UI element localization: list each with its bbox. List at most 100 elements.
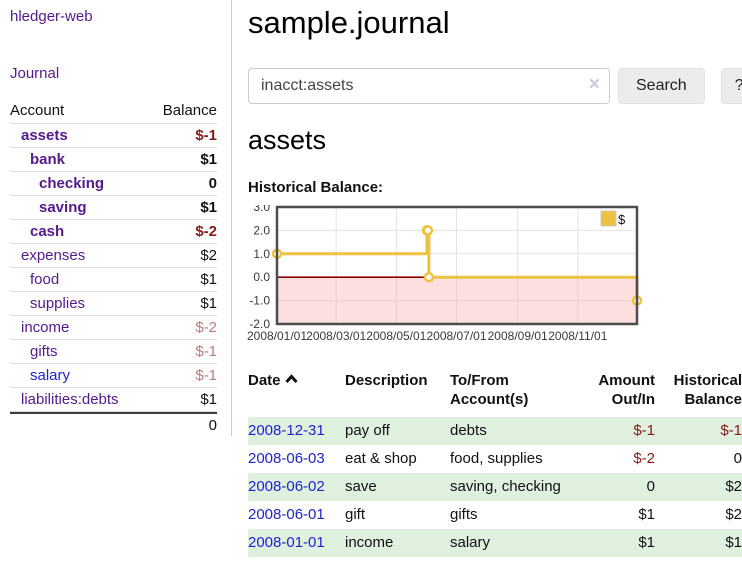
transaction-row[interactable]: 2008-12-31 pay off debts $-1 $-1 [248,417,742,445]
account-row: supplies $1 [10,292,217,316]
transaction-date-cell: 2008-12-31 [248,417,345,445]
account-balance: $-1 [195,367,217,384]
account-row: checking 0 [10,172,217,196]
description-column-header: Description [345,372,428,389]
transaction-date-cell: 2008-06-03 [248,445,345,473]
account-link[interactable]: checking [39,175,105,192]
transaction-date-cell: 2008-06-01 [248,501,345,529]
transaction-row[interactable]: 2008-06-01 gift gifts $1 $2 [248,501,742,529]
accounts-table: Account Balance assets $-1 bank $1 checking 0… [10,99,217,437]
account-row: liabilities:debts $1 [10,388,217,412]
svg-text:2.0: 2.0 [253,223,270,237]
svg-text:-2.0: -2.0 [249,317,270,331]
account-link[interactable]: liabilities:debts [21,391,119,408]
account-row: salary $-1 [10,364,217,388]
balance-column-header-main: Historical Balance [673,372,742,408]
account-balance: $1 [200,151,217,168]
sidebar-item-journal[interactable]: Journal [10,65,60,82]
account-link[interactable]: income [21,319,70,336]
svg-text:2008/09/01: 2008/09/01 [488,329,548,343]
transaction-date-link[interactable]: 2008-01-01 [248,534,325,551]
sidebar: hledger-web Journal Account Balance asse… [0,0,231,582]
transaction-row[interactable]: 2008-06-03 eat & shop food, supplies $-2 0 [248,445,742,473]
main-content: sample.journal × Search ? assets Histori… [247,0,742,557]
accounts-total-row: 0 [10,412,217,437]
svg-text:2008/05/01: 2008/05/01 [366,329,426,343]
transaction-balance: $2 [655,473,742,501]
search-input[interactable] [248,68,610,104]
historical-balance-chart: $3.0 2.0 1.0 0.0 -1.0 -2.0 2008/01/01 2008/03/0… [243,200,742,351]
transaction-row[interactable]: 2008-01-01 income salary $1 $1 [248,529,742,557]
transaction-balance: $-1 [655,417,742,445]
account-link[interactable]: supplies [30,295,86,312]
transaction-date-cell: 2008-01-01 [248,529,345,557]
transaction-description: eat & shop [345,450,417,467]
clear-search-icon[interactable]: × [588,74,600,95]
chart-title: Historical Balance: [248,179,384,196]
transaction-balance: $1 [655,529,742,557]
transaction-description: pay off [345,417,450,445]
transaction-amount: $1 [583,529,655,557]
sidebar-accounts-body: assets $-1 bank $1 checking 0 saving $1 cash $-2 e… [10,124,217,412]
svg-text:$: $ [618,212,626,227]
transaction-balance: $2 [725,506,742,523]
transaction-balance: 0 [733,450,742,467]
transaction-date-link[interactable]: 2008-06-02 [248,478,325,495]
account-balance: $-1 [195,343,217,360]
transaction-accounts: saving, checking [450,473,583,501]
accounts-table-header: Account Balance [10,99,217,124]
search-input-wrap: × [248,68,610,104]
svg-text:1.0: 1.0 [253,247,270,261]
transaction-date-link[interactable]: 2008-06-03 [248,450,325,467]
account-row: food $1 [10,268,217,292]
svg-text:3.0: 3.0 [253,205,270,214]
search-button[interactable]: Search [618,68,705,104]
app-brand-link[interactable]: hledger-web [10,8,93,25]
account-link[interactable]: cash [30,223,65,240]
register-rows: 2008-12-31 pay off debts $-1 $-1 2008-06-03 ea… [248,417,742,557]
svg-text:2008/01/01: 2008/01/01 [247,329,307,343]
account-link[interactable]: salary [30,367,71,384]
account-balance: $1 [200,199,217,216]
account-row: gifts $-1 [10,340,217,364]
account-link[interactable]: bank [30,151,66,168]
account-balance: $-2 [195,223,217,240]
account-row: expenses $2 [10,244,217,268]
sort-ascending-icon [284,374,298,384]
register-header-row: Date Description To/From Account(s) Amou… [248,371,742,417]
date-column-header[interactable]: Date [248,371,345,417]
account-link[interactable]: gifts [30,343,58,360]
account-link[interactable]: saving [39,199,87,216]
account-link[interactable]: expenses [21,247,86,264]
svg-text:-1.0: -1.0 [249,294,270,308]
transaction-description: gift [345,506,366,523]
amount-column-header: Amount Out/In [598,372,655,408]
account-balance: $2 [200,247,217,264]
account-balance: $-1 [195,127,217,144]
account-row: assets $-1 [10,124,217,148]
help-button[interactable]: ? [720,68,742,104]
page-title: sample.journal [248,5,450,40]
account-balance: $1 [200,271,217,288]
account-link[interactable]: assets [21,127,68,144]
accounts-column-header: To/From Account(s) [450,372,529,408]
balance-column-header: Balance [162,102,217,119]
search-form: × Search ? [248,68,742,104]
transaction-date-link[interactable]: 2008-12-31 [248,422,325,439]
account-link[interactable]: food [30,271,60,288]
transaction-amount: $-1 [583,417,655,445]
transaction-description: save [345,473,450,501]
transaction-amount: 0 [583,473,655,501]
transaction-accounts: food, supplies [450,450,543,467]
svg-text:2008/11/01: 2008/11/01 [548,329,607,343]
transaction-date-link[interactable]: 2008-06-01 [248,506,325,523]
account-row: saving $1 [10,196,217,220]
transaction-amount: $1 [638,506,655,523]
transaction-row[interactable]: 2008-06-02 save saving, checking 0 $2 [248,473,742,501]
account-balance: 0 [208,175,217,192]
transaction-accounts: debts [450,417,583,445]
transaction-date-cell: 2008-06-02 [248,473,345,501]
account-balance: $1 [200,295,217,312]
